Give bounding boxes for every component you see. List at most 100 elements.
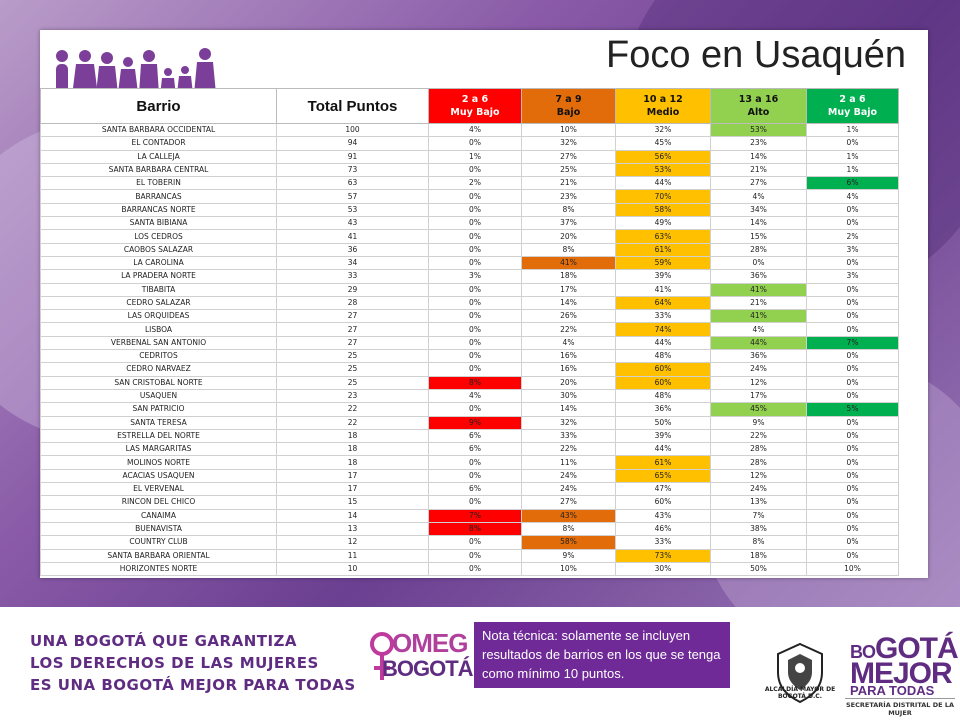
percentage-cell: 36% <box>710 349 807 364</box>
table-row: LOS CEDROS 41 0% 20% 63% 15% 2% <box>40 229 899 244</box>
percentage-cell: 2% <box>428 176 522 191</box>
percentage-cell: 22% <box>521 322 616 337</box>
barrio-cell: BUENAVISTA <box>40 521 277 537</box>
percentage-cell: 0% <box>428 349 522 364</box>
header-barrio: Barrio <box>40 88 277 124</box>
total-puntos-cell: 18 <box>276 428 429 444</box>
total-puntos-cell: 25 <box>276 375 429 390</box>
percentage-cell: 6% <box>428 482 522 497</box>
percentage-cell: 6% <box>428 442 522 457</box>
percentage-cell: 47% <box>615 482 711 497</box>
percentage-cell: 4% <box>710 322 807 337</box>
total-puntos-cell: 13 <box>276 521 429 537</box>
total-puntos-cell: 94 <box>276 136 429 151</box>
percentage-cell: 39% <box>615 269 711 284</box>
percentage-cell: 60% <box>615 362 711 377</box>
percentage-cell: 28% <box>710 242 807 257</box>
percentage-cell: 16% <box>521 362 616 377</box>
total-puntos-cell: 91 <box>276 149 429 164</box>
percentage-cell: 9% <box>428 415 522 430</box>
percentage-cell: 21% <box>710 162 807 178</box>
percentage-cell: 38% <box>710 521 807 537</box>
percentage-cell: 41% <box>710 282 807 297</box>
page-title: Foco en Usaquén <box>606 34 906 76</box>
table-row: LA PRADERA NORTE 33 3% 18% 39% 36% 3% <box>40 269 899 284</box>
percentage-cell: 0% <box>428 495 522 510</box>
total-puntos-cell: 23 <box>276 388 429 404</box>
percentage-cell: 0% <box>428 162 522 178</box>
percentage-cell: 0% <box>806 521 899 537</box>
percentage-cell: 49% <box>615 216 711 231</box>
percentage-cell: 0% <box>806 508 899 523</box>
percentage-cell: 8% <box>521 521 616 537</box>
percentage-cell: 17% <box>710 388 807 404</box>
table-row: CAOBOS SALAZAR 36 0% 8% 61% 28% 3% <box>40 242 899 257</box>
percentage-cell: 36% <box>710 269 807 284</box>
barrio-cell: LOS CEDROS <box>40 229 277 244</box>
total-puntos-cell: 17 <box>276 468 429 484</box>
header-level-1: 2 a 6 Muy Bajo <box>428 88 522 124</box>
table-row: LISBOA 27 0% 22% 74% 4% 0% <box>40 322 899 337</box>
barrio-cell: CEDRITOS <box>40 349 277 364</box>
percentage-cell: 12% <box>710 375 807 390</box>
percentage-cell: 0% <box>806 482 899 497</box>
total-puntos-cell: 53 <box>276 202 429 218</box>
percentage-cell: 43% <box>615 508 711 523</box>
percentage-cell: 0% <box>806 442 899 457</box>
percentage-cell: 58% <box>615 202 711 218</box>
total-puntos-cell: 15 <box>276 495 429 510</box>
percentage-cell: 74% <box>615 322 711 337</box>
barrio-cell: CAOBOS SALAZAR <box>40 242 277 257</box>
barrio-cell: ACACIAS USAQUEN <box>40 468 277 484</box>
percentage-cell: 7% <box>428 508 522 523</box>
percentage-cell: 24% <box>521 482 616 497</box>
percentage-cell: 3% <box>806 242 899 257</box>
barrio-cell: CEDRO SALAZAR <box>40 295 277 311</box>
barrio-cell: TIBABITA <box>40 282 277 297</box>
table-row: CEDRITOS 25 0% 16% 48% 36% 0% <box>40 349 899 364</box>
percentage-cell: 0% <box>428 322 522 337</box>
percentage-cell: 10% <box>806 561 899 577</box>
percentage-cell: 3% <box>806 269 899 284</box>
barrio-cell: CANAIMA <box>40 508 277 523</box>
percentage-cell: 45% <box>615 136 711 151</box>
table-row: EL TOBERIN 63 2% 21% 44% 27% 6% <box>40 176 899 191</box>
table-row: EL VERVENAL 17 6% 24% 47% 24% 0% <box>40 482 899 497</box>
total-puntos-cell: 73 <box>276 162 429 178</box>
percentage-cell: 4% <box>521 335 616 351</box>
barrio-cell: EL VERVENAL <box>40 482 277 497</box>
total-puntos-cell: 41 <box>276 229 429 244</box>
percentage-cell: 41% <box>710 309 807 324</box>
total-puntos-cell: 27 <box>276 335 429 351</box>
percentage-cell: 1% <box>428 149 522 164</box>
barrio-cell: ESTRELLA DEL NORTE <box>40 428 277 444</box>
table-row: LA CAROLINA 34 0% 41% 59% 0% 0% <box>40 255 899 271</box>
percentage-cell: 0% <box>428 468 522 484</box>
percentage-cell: 0% <box>428 282 522 297</box>
percentage-cell: 0% <box>806 136 899 151</box>
barrio-cell: RINCON DEL CHICO <box>40 495 277 510</box>
percentage-cell: 0% <box>428 295 522 311</box>
percentage-cell: 39% <box>615 428 711 444</box>
table-row: ACACIAS USAQUEN 17 0% 24% 65% 12% 0% <box>40 468 899 484</box>
table-row: BARRANCAS NORTE 53 0% 8% 58% 34% 0% <box>40 202 899 218</box>
percentage-cell: 27% <box>521 149 616 164</box>
table-row: SANTA BARBARA CENTRAL 73 0% 25% 53% 21% 1% <box>40 162 899 178</box>
percentage-cell: 32% <box>615 122 711 138</box>
total-puntos-cell: 12 <box>276 535 429 550</box>
percentage-cell: 30% <box>615 561 711 577</box>
percentage-cell: 41% <box>521 255 616 271</box>
percentage-cell: 8% <box>521 242 616 257</box>
percentage-cell: 63% <box>615 229 711 244</box>
percentage-cell: 33% <box>521 428 616 444</box>
table-body: SANTA BARBARA OCCIDENTAL 100 4% 10% 32% 53% 1%… <box>40 122 899 577</box>
total-puntos-cell: 28 <box>276 295 429 311</box>
percentage-cell: 13% <box>710 495 807 510</box>
percentage-cell: 0% <box>806 455 899 470</box>
percentage-cell: 28% <box>710 442 807 457</box>
percentage-cell: 24% <box>521 468 616 484</box>
percentage-cell: 0% <box>806 295 899 311</box>
percentage-cell: 48% <box>615 388 711 404</box>
percentage-cell: 4% <box>806 189 899 204</box>
